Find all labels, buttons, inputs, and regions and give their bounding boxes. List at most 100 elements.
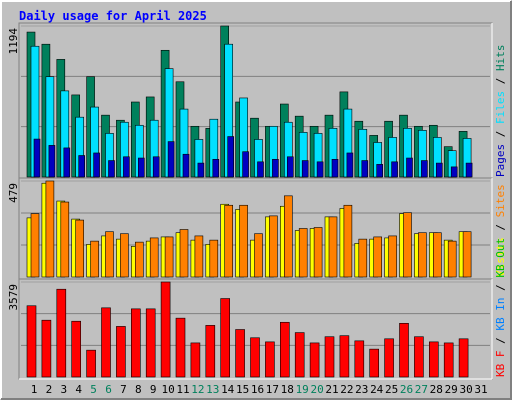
bar xyxy=(343,204,353,278)
bar xyxy=(265,341,275,378)
bar xyxy=(239,204,248,278)
bar xyxy=(135,241,144,278)
x-tick-label: 18 xyxy=(281,383,294,396)
legend-separator: / xyxy=(494,217,507,237)
bar xyxy=(391,161,398,178)
legend-label: Sites xyxy=(494,184,507,217)
bar xyxy=(105,231,114,278)
bar xyxy=(48,145,56,178)
bar xyxy=(75,219,84,278)
bar xyxy=(331,158,339,178)
bar xyxy=(250,337,260,378)
bar xyxy=(138,157,145,178)
x-tick-label: 5 xyxy=(90,383,97,396)
bar xyxy=(421,160,428,178)
bar xyxy=(432,232,442,278)
x-tick-label: 13 xyxy=(206,383,219,396)
bar xyxy=(167,141,175,178)
legend-label: Pages xyxy=(494,144,507,177)
bar xyxy=(220,298,230,378)
bar xyxy=(294,332,305,378)
bar xyxy=(209,239,219,278)
x-tick-label: 22 xyxy=(340,383,353,396)
bar xyxy=(301,160,309,178)
bar xyxy=(298,228,308,278)
bar xyxy=(108,160,115,178)
x-tick-label: 4 xyxy=(75,383,82,396)
bar xyxy=(182,153,190,178)
bar xyxy=(145,308,156,378)
y-tick-label: 3579 xyxy=(7,284,20,311)
x-tick-label: 15 xyxy=(236,383,249,396)
bar xyxy=(428,341,439,378)
x-tick-label: 27 xyxy=(415,383,428,396)
bar xyxy=(33,138,41,178)
bar xyxy=(388,235,397,278)
bar xyxy=(403,212,412,278)
bar xyxy=(279,321,290,378)
x-tick-label: 16 xyxy=(251,383,264,396)
bar xyxy=(71,320,81,378)
x-tick-label: 31 xyxy=(474,383,487,396)
bar xyxy=(384,338,394,378)
bar xyxy=(462,231,472,278)
legend-separator: / xyxy=(494,124,507,144)
bar xyxy=(190,342,201,378)
bar xyxy=(56,288,67,378)
bar xyxy=(175,317,186,378)
y-tick-label: 1194 xyxy=(7,28,20,55)
bar xyxy=(376,164,384,178)
bar xyxy=(269,215,278,278)
bar xyxy=(324,336,335,378)
bar xyxy=(93,152,100,178)
bar xyxy=(257,161,264,178)
legend-label: KB Out xyxy=(494,238,507,278)
legend-label: KB F xyxy=(494,351,507,378)
legend: Visits / Sites xyxy=(494,184,507,277)
legend-label: KB In xyxy=(494,298,507,331)
x-tick-label: 17 xyxy=(266,383,279,396)
x-tick-label: 2 xyxy=(46,383,53,396)
bar xyxy=(328,216,338,278)
bar xyxy=(78,155,85,178)
x-tick-label: 20 xyxy=(310,383,323,396)
x-tick-label: 21 xyxy=(325,383,338,396)
bar xyxy=(242,151,249,178)
bar xyxy=(435,162,443,178)
bar xyxy=(316,161,324,178)
bar xyxy=(418,232,427,278)
chart-title: Daily usage for April 2025 xyxy=(19,9,207,23)
bar xyxy=(354,340,365,378)
bar xyxy=(283,195,293,278)
bar xyxy=(373,236,383,278)
bar xyxy=(465,162,473,178)
bar xyxy=(414,336,424,378)
y-tick-label: 479 xyxy=(7,183,20,203)
x-tick-label: 10 xyxy=(161,383,174,396)
bar xyxy=(224,204,233,278)
x-tick-label: 7 xyxy=(120,383,127,396)
bar xyxy=(339,335,350,378)
x-tick-label: 25 xyxy=(385,383,398,396)
x-tick-label: 8 xyxy=(135,383,142,396)
x-tick-label: 29 xyxy=(445,383,458,396)
legend: KB F / KB In / KB Out xyxy=(494,238,507,377)
bar xyxy=(197,162,205,178)
x-tick-label: 3 xyxy=(60,383,67,396)
x-tick-label: 28 xyxy=(430,383,443,396)
legend-label: Files xyxy=(494,91,507,124)
bar xyxy=(152,156,160,178)
x-tick-label: 19 xyxy=(296,383,309,396)
x-tick-label: 11 xyxy=(176,383,189,396)
bar xyxy=(149,237,159,278)
x-tick-label: 12 xyxy=(191,383,204,396)
bar xyxy=(60,201,70,278)
bar xyxy=(447,240,457,278)
bar xyxy=(205,325,216,378)
x-tick-label: 26 xyxy=(400,383,413,396)
bar xyxy=(358,238,368,278)
bar xyxy=(90,240,99,278)
